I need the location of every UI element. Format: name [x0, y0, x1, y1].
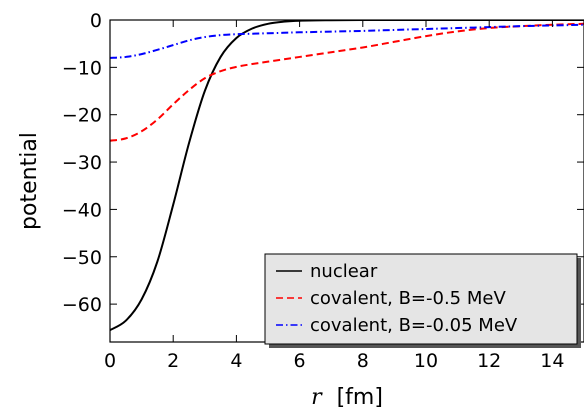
legend-box	[264, 253, 578, 345]
y-tick-label: −60	[62, 294, 102, 316]
series-line-covalent-b-0-05-mev	[110, 23, 584, 59]
ticks-layer: 0 2 4 6 8 10 12 14 0 −10 −20 −30 −40 −50 −60	[62, 10, 584, 372]
legend-label-nuclear: nuclear	[310, 261, 378, 282]
x-tick-label: 6	[294, 350, 306, 372]
legend: nuclear covalent, B=-0.5 MeV covalent, B=-…	[264, 253, 581, 348]
y-tick-label: −20	[62, 105, 102, 127]
y-tick-label: −10	[62, 57, 102, 79]
x-tick-label: 2	[167, 350, 179, 372]
y-tick-label: 0	[90, 10, 102, 32]
x-tick-label: 0	[104, 350, 116, 372]
series-line-nuclear	[110, 20, 584, 332]
x-tick-label: 12	[477, 350, 501, 372]
x-axis-label: r [fm]	[311, 385, 383, 410]
legend-label-covalent-b-0-05-mev: covalent, B=-0.05 MeV	[310, 315, 518, 336]
y-axis-label: potential	[17, 132, 42, 230]
y-tick-label: −50	[62, 247, 102, 269]
legend-items: nuclear covalent, B=-0.5 MeV covalent, B=-…	[276, 261, 518, 336]
legend-label-covalent-b-0-5-mev: covalent, B=-0.5 MeV	[310, 288, 506, 309]
x-axis-variable: r	[311, 385, 323, 410]
y-tick-label: −40	[62, 199, 102, 221]
series-layer	[110, 20, 584, 332]
x-axis-unit: [fm]	[337, 385, 383, 410]
x-tick-label: 4	[230, 350, 242, 372]
x-tick-label: 10	[414, 350, 438, 372]
x-tick-label: 14	[540, 350, 564, 372]
x-tick-label: 8	[357, 350, 369, 372]
series-line-covalent-b-0-5-mev	[110, 22, 584, 142]
y-tick-label: −30	[62, 152, 102, 174]
